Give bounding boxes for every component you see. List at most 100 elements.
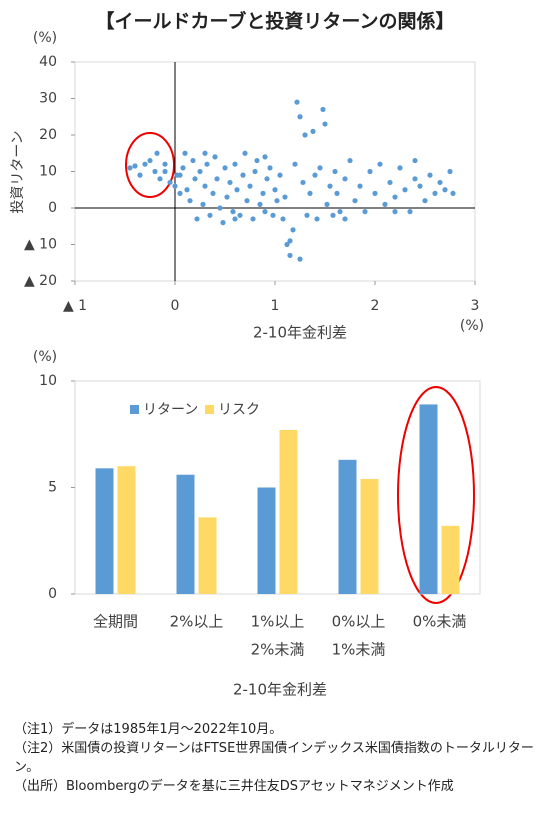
bar: [176, 474, 195, 594]
charts: 【イールドカーブと投資リターンの関係】 ▲ 20 ▲ 10 0 10 20 30 40 ▲ 1…: [10, 10, 484, 699]
point: [302, 132, 308, 138]
x-tick-label: 2%未満: [251, 641, 305, 659]
point: [162, 161, 168, 167]
note: （注2）米国債の投資リターンはFTSE世界国債インデックス米国債指数のトータルリ…: [14, 741, 534, 775]
point: [272, 187, 278, 193]
point: [232, 161, 238, 167]
point: [322, 121, 328, 127]
point: [240, 172, 246, 178]
point: [437, 179, 443, 186]
point: [137, 172, 143, 178]
title: 【イールドカーブと投資リターンの関係】: [96, 10, 455, 33]
x-tick-label: ▲ 1: [63, 298, 87, 314]
point: [187, 198, 193, 204]
point: [202, 183, 208, 189]
point: [222, 165, 228, 171]
point: [162, 168, 168, 175]
point: [157, 176, 163, 182]
point: [287, 238, 293, 244]
bar: [279, 429, 298, 594]
point: [262, 154, 268, 160]
point: [432, 190, 438, 196]
point: [367, 168, 373, 175]
point: [217, 205, 223, 211]
point: [280, 216, 286, 222]
point: [387, 179, 393, 186]
point: [247, 183, 253, 189]
point: [282, 194, 288, 200]
point: [224, 194, 230, 200]
notes: （注1）データは1985年1月～2022年10月。 （注2）米国債の投資リターン…: [14, 720, 534, 796]
point: [334, 190, 340, 196]
point: [392, 194, 398, 200]
point: [200, 201, 206, 207]
bar: [198, 517, 217, 594]
y-tick-label: 20: [39, 127, 57, 143]
point: [312, 172, 318, 178]
point: [332, 168, 338, 175]
note: （注1）データは1985年1月～2022年10月。: [14, 722, 283, 737]
x-label: 2-10年金利差: [233, 681, 327, 699]
point: [252, 168, 258, 175]
bar: [117, 466, 136, 594]
point: [210, 190, 216, 196]
y-tick-label: ▲ 20: [24, 273, 57, 289]
point: [274, 198, 280, 204]
point: [227, 179, 233, 186]
note: （出所）Bloombergのデータを基に三井住友DSアセットマネジメント作成: [14, 779, 454, 794]
point: [327, 183, 333, 189]
point: [230, 209, 236, 215]
bar: [338, 459, 357, 594]
point: [402, 187, 408, 193]
point: [412, 157, 418, 164]
point: [284, 241, 290, 248]
point: [310, 128, 316, 134]
point: [192, 176, 198, 182]
y-tick-label: 5: [48, 480, 57, 496]
point: [214, 176, 220, 182]
point: [197, 168, 203, 175]
point: [337, 209, 343, 215]
point: [277, 172, 283, 178]
y-tick-label: 30: [39, 91, 57, 107]
point: [237, 212, 243, 218]
point: [147, 157, 153, 164]
point: [372, 190, 378, 196]
y-tick-label: 10: [39, 373, 57, 389]
point: [377, 161, 383, 167]
y-tick-label: 40: [39, 54, 57, 70]
point: [324, 201, 330, 207]
point: [290, 227, 296, 233]
point: [220, 220, 226, 226]
point: [297, 256, 303, 262]
x-tick-label: 2%以上: [170, 613, 224, 631]
bar: [257, 487, 276, 594]
y-unit: (%): [33, 349, 57, 365]
point: [142, 161, 148, 167]
point: [167, 179, 173, 186]
point: [234, 187, 240, 193]
highlight: [397, 386, 475, 604]
point: [314, 216, 320, 222]
y-tick-label: 10: [39, 164, 57, 180]
y-tick-label: 0: [48, 200, 57, 216]
point: [307, 190, 313, 196]
point: [362, 209, 368, 215]
point: [177, 190, 183, 196]
point: [297, 114, 303, 120]
point: [190, 157, 196, 164]
x-tick-label: 3: [471, 298, 480, 314]
x-label: 2-10年金利差: [253, 324, 347, 342]
point: [347, 157, 353, 164]
point: [132, 163, 138, 169]
point: [304, 212, 310, 218]
point: [244, 198, 250, 204]
x-unit: (%): [460, 318, 484, 334]
bar: [95, 468, 114, 594]
point: [294, 99, 300, 105]
point: [194, 216, 200, 222]
y-tick-label: ▲ 10: [24, 237, 57, 253]
point: [450, 190, 456, 196]
highlight: [125, 132, 175, 198]
